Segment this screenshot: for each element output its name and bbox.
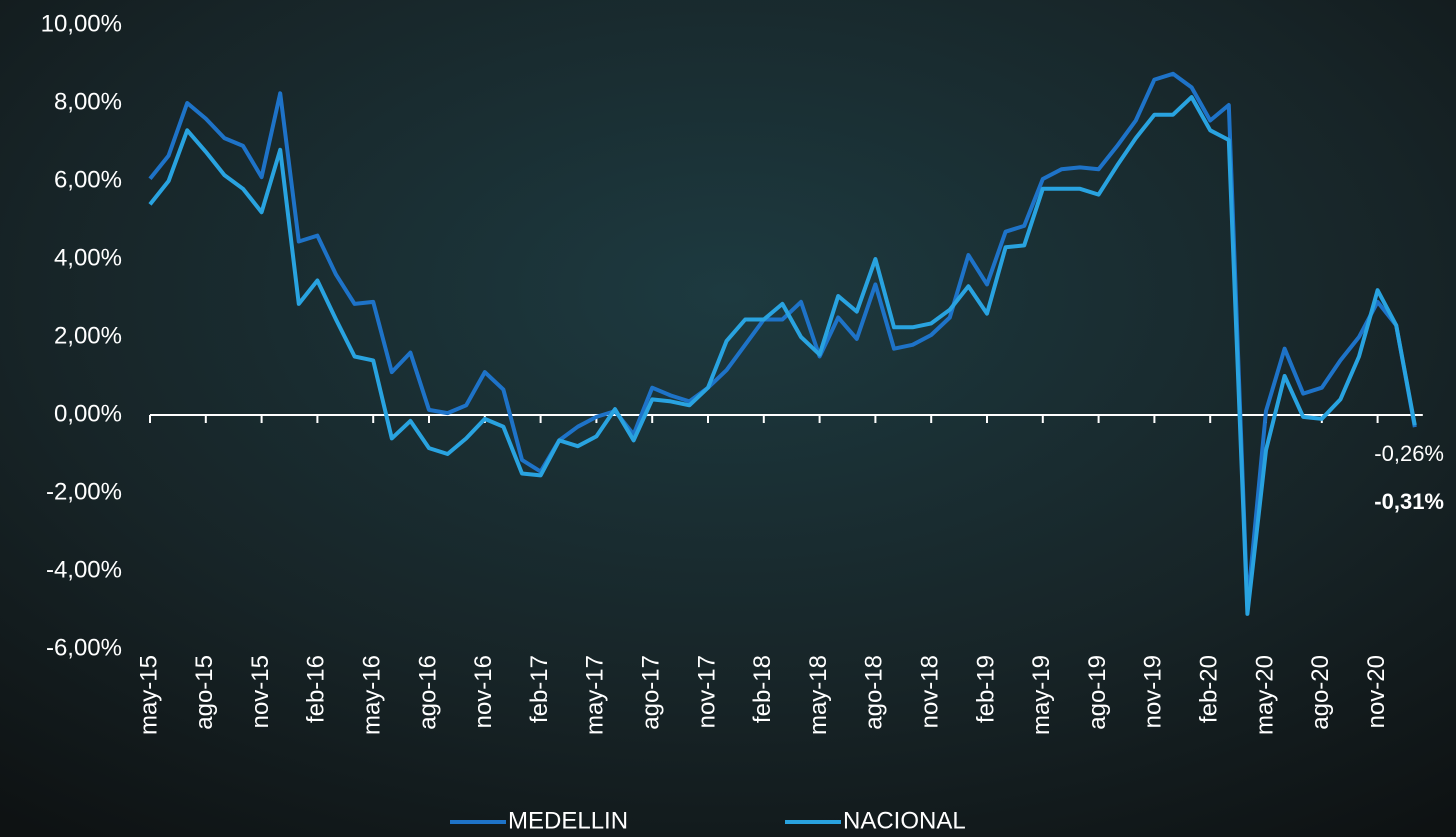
x-tick-label: nov-17 — [693, 655, 720, 728]
series-line — [148, 95, 1417, 616]
x-tick-label: may-19 — [1028, 655, 1055, 735]
y-tick-label: -4,00% — [46, 556, 122, 583]
y-tick-label: -6,00% — [46, 634, 122, 661]
x-tick-label: may-17 — [582, 655, 609, 735]
x-tick-label: ago-18 — [861, 655, 888, 730]
x-tick-label: ago-15 — [191, 655, 218, 730]
y-tick-label: 4,00% — [54, 244, 122, 271]
legend-label: NACIONAL — [843, 807, 966, 834]
x-tick-label: ago-19 — [1084, 655, 1111, 730]
x-tick-label: may-20 — [1251, 655, 1278, 735]
x-tick-label: nov-20 — [1363, 655, 1390, 728]
x-tick-label: nov-15 — [247, 655, 274, 728]
x-tick-label: feb-19 — [972, 655, 999, 723]
y-tick-label: 10,00% — [41, 10, 122, 37]
x-tick-label: feb-18 — [749, 655, 776, 723]
value-label: -0,31% — [1374, 489, 1444, 514]
y-tick-label: -2,00% — [46, 478, 122, 505]
x-tick-label: nov-19 — [1140, 655, 1167, 728]
x-tick-label: may-18 — [805, 655, 832, 735]
x-tick-label: may-15 — [135, 655, 162, 735]
y-tick-label: 2,00% — [54, 322, 122, 349]
plot-area: -6,00% -4,00% -2,00% 0,00% 2,00% 4,00% 6,00% 8,… — [41, 10, 1444, 834]
series-line — [148, 71, 1417, 609]
x-tick-label: feb-20 — [1196, 655, 1223, 723]
x-tick-label: ago-20 — [1307, 655, 1334, 730]
x-tick-label: may-16 — [359, 655, 386, 735]
x-tick-label: ago-16 — [414, 655, 441, 730]
value-label: -0,26% — [1374, 441, 1444, 466]
y-tick-label: 8,00% — [54, 88, 122, 115]
y-tick-label: 6,00% — [54, 166, 122, 193]
x-tick-label: ago-17 — [638, 655, 665, 730]
legend-label: MEDELLIN — [508, 807, 628, 834]
x-tick-label: feb-17 — [526, 655, 553, 723]
x-tick-label: nov-16 — [470, 655, 497, 728]
y-tick-label: 0,00% — [54, 400, 122, 427]
x-tick-label: nov-18 — [917, 655, 944, 728]
x-tick-label: feb-16 — [303, 655, 330, 723]
